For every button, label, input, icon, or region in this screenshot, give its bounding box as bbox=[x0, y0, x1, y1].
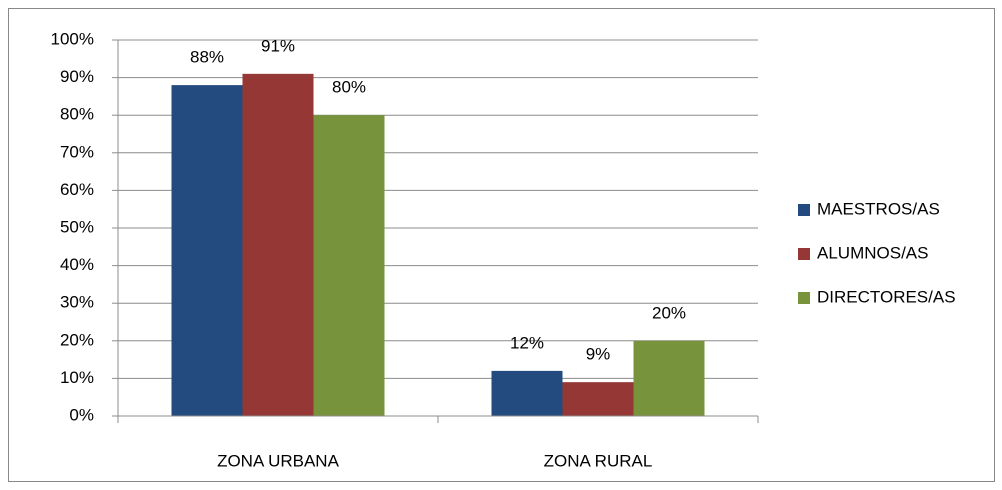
y-tick-label: 10% bbox=[60, 368, 94, 387]
bar bbox=[313, 115, 385, 416]
x-tick-label: ZONA URBANA bbox=[217, 451, 340, 470]
data-label: 12% bbox=[510, 333, 544, 352]
y-tick-label: 40% bbox=[60, 255, 94, 274]
bar bbox=[171, 85, 243, 417]
data-label: 91% bbox=[261, 36, 295, 55]
data-label: 9% bbox=[586, 345, 611, 364]
legend-label: ALUMNOS/AS bbox=[817, 243, 928, 262]
bar bbox=[242, 73, 314, 416]
legend-swatch bbox=[798, 292, 810, 304]
legend-swatch bbox=[798, 248, 810, 260]
x-tick-label: ZONA RURAL bbox=[544, 451, 653, 470]
y-tick-label: 30% bbox=[60, 293, 94, 312]
bar bbox=[562, 382, 634, 416]
legend-label: MAESTROS/AS bbox=[817, 199, 940, 218]
bar bbox=[491, 370, 563, 416]
y-tick-label: 50% bbox=[60, 217, 94, 236]
bar bbox=[633, 340, 705, 416]
y-tick-label: 80% bbox=[60, 105, 94, 124]
data-label: 80% bbox=[332, 78, 366, 97]
legend-swatch bbox=[798, 204, 810, 216]
y-tick-label: 70% bbox=[60, 142, 94, 161]
data-label: 88% bbox=[190, 48, 224, 67]
y-tick-label: 90% bbox=[60, 67, 94, 86]
legend-label: DIRECTORES/AS bbox=[817, 287, 956, 306]
y-tick-label: 0% bbox=[69, 405, 94, 424]
y-tick-label: 60% bbox=[60, 180, 94, 199]
y-tick-label: 20% bbox=[60, 330, 94, 349]
data-label: 20% bbox=[652, 303, 686, 322]
y-tick-label: 100% bbox=[51, 29, 94, 48]
